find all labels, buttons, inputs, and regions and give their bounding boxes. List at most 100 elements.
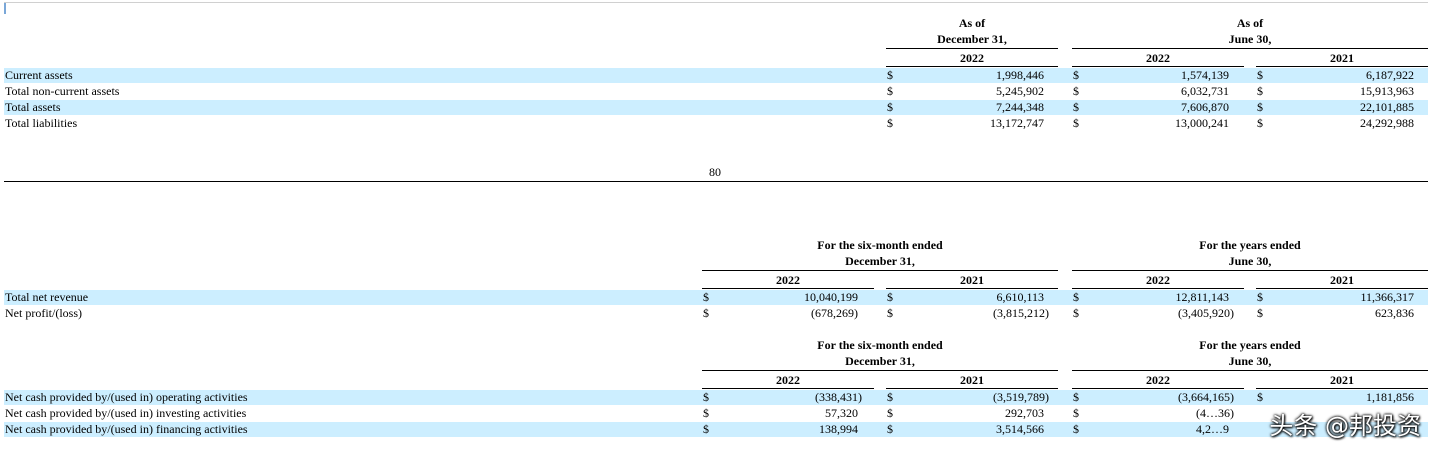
year-header: 2021	[960, 273, 984, 287]
currency-symbol: $	[1073, 422, 1079, 436]
value-cell: (678,269)	[811, 306, 858, 320]
header-rule	[1072, 270, 1428, 271]
row-label: Net cash provided by/(used in) operating…	[5, 390, 248, 404]
currency-symbol: $	[1073, 84, 1079, 98]
income-header-six-line1: For the six-month ended	[817, 238, 943, 252]
currency-symbol: $	[887, 306, 893, 320]
year-rule	[886, 288, 1058, 289]
value-cell: 1,998,446	[996, 68, 1044, 82]
value-cell: (4…36)	[1196, 406, 1234, 420]
income-header-years-line1: For the years ended	[1199, 238, 1301, 252]
year-rule	[886, 388, 1058, 389]
currency-symbol: $	[1073, 390, 1079, 404]
row-shade	[4, 422, 1428, 437]
year-header: 2022	[960, 51, 984, 65]
value-cell: 6,187,922	[1366, 68, 1414, 82]
value-cell: 10,040,199	[804, 290, 858, 304]
year-header: 2022	[776, 373, 800, 387]
currency-symbol: $	[887, 290, 893, 304]
income-header-years-line2: June 30,	[1228, 254, 1272, 268]
year-header: 2022	[1146, 51, 1170, 65]
value-cell: (3,405,920)	[1178, 306, 1234, 320]
row-label: Total assets	[5, 100, 61, 114]
value-cell: 292,703	[1005, 406, 1044, 420]
currency-symbol: $	[1257, 390, 1263, 404]
top-border	[4, 2, 1428, 3]
currency-symbol: $	[887, 406, 893, 420]
value-cell: 11,366,317	[1360, 290, 1414, 304]
currency-symbol: $	[1257, 290, 1263, 304]
header-rule	[1072, 370, 1428, 371]
currency-symbol: $	[1073, 306, 1079, 320]
header-rule	[1072, 48, 1428, 49]
currency-symbol: $	[887, 100, 893, 114]
value-cell: 1,574,139	[1181, 68, 1229, 82]
row-shade	[4, 390, 1428, 405]
currency-symbol: $	[887, 390, 893, 404]
balance-header-dec-line1: As of	[958, 16, 986, 30]
year-header: 2021	[1330, 373, 1354, 387]
value-cell: 6,032,731	[1181, 84, 1229, 98]
currency-symbol: $	[1257, 100, 1263, 114]
currency-symbol: $	[1257, 68, 1263, 82]
year-rule	[886, 66, 1058, 67]
currency-symbol: $	[703, 390, 709, 404]
header-rule	[702, 370, 1058, 371]
value-cell: 138,994	[819, 422, 858, 436]
page-divider	[4, 181, 1428, 182]
currency-symbol: $	[1257, 306, 1263, 320]
value-cell: 4,2…9	[1196, 422, 1229, 436]
year-header: 2021	[1330, 51, 1354, 65]
balance-header-jun-line1: As of	[1236, 16, 1264, 30]
currency-symbol: $	[887, 68, 893, 82]
value-cell: 3,514,566	[996, 422, 1044, 436]
currency-symbol: $	[1257, 116, 1263, 130]
balance-header-dec-line2: December 31,	[937, 32, 1007, 46]
currency-symbol: $	[703, 290, 709, 304]
value-cell: (3,815,212)	[993, 306, 1049, 320]
year-header: 2022	[1146, 373, 1170, 387]
row-label: Total liabilities	[5, 116, 78, 130]
cursor-mark	[4, 3, 6, 14]
watermark: 头条 @邦投资	[1269, 412, 1421, 440]
value-cell: 22,101,885	[1360, 100, 1414, 114]
cashflow-header-years-line1: For the years ended	[1199, 338, 1301, 352]
value-cell: 13,172,747	[990, 116, 1044, 130]
year-rule	[1072, 66, 1244, 67]
currency-symbol: $	[1257, 84, 1263, 98]
value-cell: 15,913,963	[1360, 84, 1414, 98]
currency-symbol: $	[1073, 116, 1079, 130]
row-label: Total net revenue	[5, 290, 89, 304]
value-cell: 7,606,870	[1181, 100, 1229, 114]
year-rule	[702, 288, 874, 289]
row-label: Net profit/(loss)	[5, 306, 82, 320]
value-cell: (338,431)	[815, 390, 862, 404]
currency-symbol: $	[887, 84, 893, 98]
year-rule	[1072, 388, 1244, 389]
currency-symbol: $	[1073, 406, 1079, 420]
value-cell: 7,244,348	[996, 100, 1044, 114]
row-shade	[4, 290, 1428, 305]
row-shade	[4, 100, 1428, 115]
value-cell: 13,000,241	[1175, 116, 1229, 130]
year-rule	[1256, 388, 1428, 389]
currency-symbol: $	[887, 422, 893, 436]
year-header: 2021	[960, 373, 984, 387]
currency-symbol: $	[703, 306, 709, 320]
value-cell: (3,519,789)	[993, 390, 1049, 404]
year-rule	[1256, 288, 1428, 289]
value-cell: 57,320	[825, 406, 858, 420]
value-cell: 12,811,143	[1175, 290, 1229, 304]
header-rule	[886, 48, 1058, 49]
balance-header-jun-line2: June 30,	[1228, 32, 1272, 46]
currency-symbol: $	[703, 422, 709, 436]
row-label: Current assets	[5, 68, 73, 82]
row-label: Net cash provided by/(used in) financing…	[5, 422, 248, 436]
cashflow-header-six-line2: December 31,	[845, 354, 915, 368]
currency-symbol: $	[1073, 290, 1079, 304]
row-label: Total non-current assets	[5, 84, 120, 98]
cashflow-header-years-line2: June 30,	[1228, 354, 1272, 368]
value-cell: 1,181,856	[1366, 390, 1414, 404]
value-cell: 24,292,988	[1360, 116, 1414, 130]
year-rule	[1072, 288, 1244, 289]
